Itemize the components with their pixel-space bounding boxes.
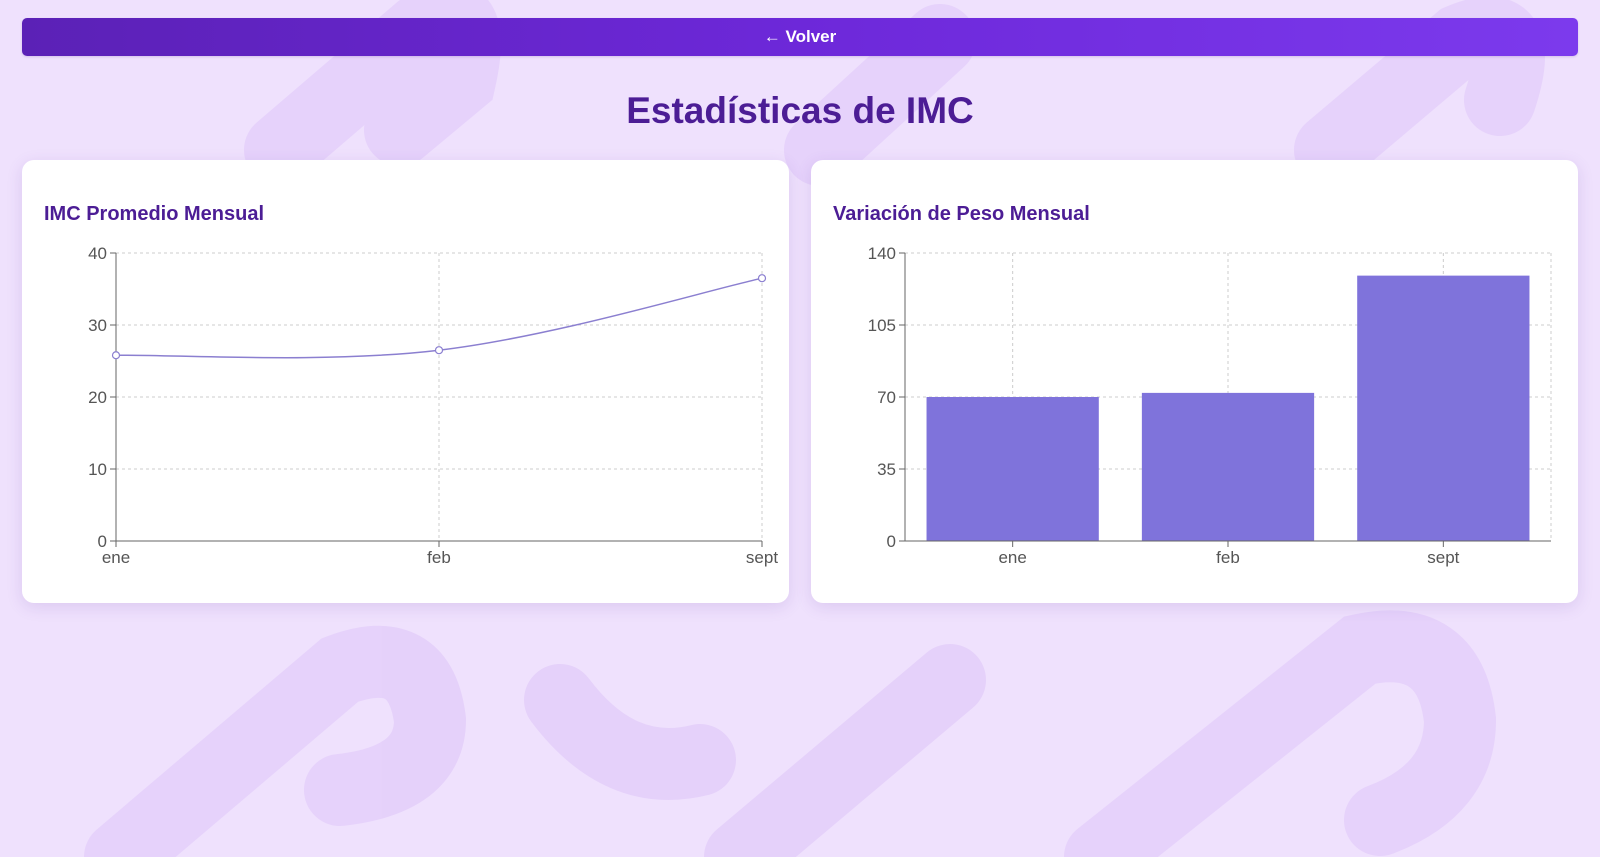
- bmi-line-chart: 0 10 20 30 40 ene feb sept: [88, 244, 778, 567]
- back-button[interactable]: ← Volver: [22, 18, 1578, 56]
- weight-bar: [926, 397, 1099, 541]
- bmi-data-point: [434, 346, 444, 355]
- x-tick-label: ene: [102, 548, 130, 567]
- y-tick-label: 10: [88, 460, 107, 479]
- bmi-data-point: [757, 274, 767, 283]
- weight-bar: [1357, 275, 1530, 541]
- weight-bar: [1141, 392, 1315, 541]
- x-tick-label: feb: [1216, 548, 1240, 567]
- x-tick-label: sept: [1427, 548, 1459, 567]
- bmi-chart-title: IMC Promedio Mensual: [44, 203, 265, 225]
- y-tick-label: 0: [98, 532, 107, 551]
- x-tick-label: ene: [998, 548, 1026, 567]
- y-tick-label: 20: [88, 388, 107, 407]
- weight-chart-title: Variación de Peso Mensual: [833, 203, 1090, 225]
- weight-chart-card: Variación de Peso Mensual 0 35 70 105 140 ene…: [811, 160, 1578, 603]
- y-tick-label: 140: [868, 244, 896, 263]
- y-tick-label: 35: [877, 460, 896, 479]
- weight-bar-chart: 0 35 70 105 140 ene feb sept: [868, 244, 1552, 567]
- y-tick-label: 40: [88, 244, 107, 263]
- y-tick-label: 105: [868, 316, 896, 335]
- bmi-chart-card: IMC Promedio Mensual 0 10 20 30 40 ene feb sept: [22, 160, 789, 603]
- y-tick-label: 70: [877, 388, 896, 407]
- x-tick-label: feb: [427, 548, 451, 567]
- y-tick-label: 30: [88, 316, 107, 335]
- y-tick-label: 0: [887, 532, 896, 551]
- bmi-data-point: [111, 351, 121, 360]
- page-title: Estadísticas de IMC: [626, 90, 974, 131]
- x-tick-label: sept: [746, 548, 778, 567]
